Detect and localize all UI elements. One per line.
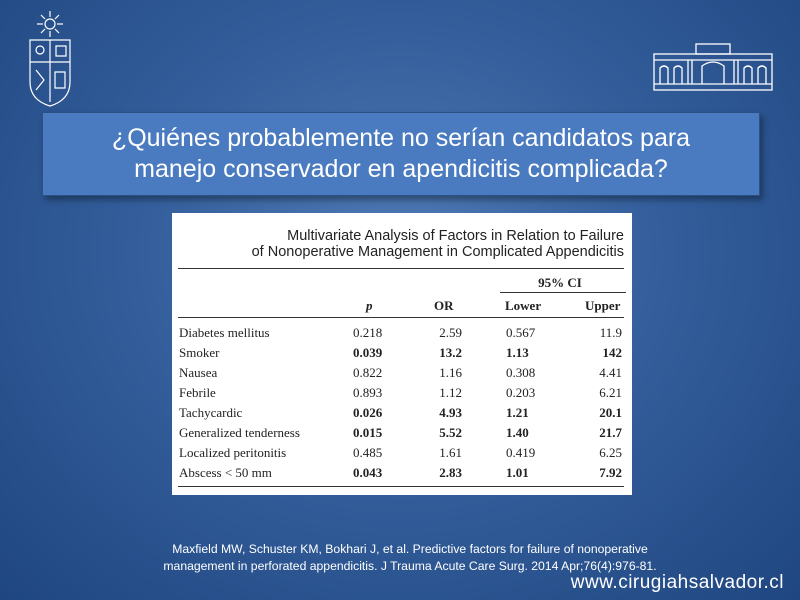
slide-title: ¿Quiénes probablemente no serían candida… <box>111 124 691 183</box>
cell-or: 4.93 <box>439 405 462 420</box>
cell-lower: 0.567 <box>506 325 536 340</box>
cell-p: 0.893 <box>353 385 383 400</box>
col-header-or: OR <box>434 298 454 313</box>
cell-upper: 20.1 <box>599 405 622 420</box>
row-label: Diabetes mellitus <box>179 325 270 340</box>
table-row: Abscess < 50 mm 0.043 2.83 1.01 7.92 <box>172 465 632 485</box>
website-url[interactable]: www.cirugiahsalvador.cl <box>570 572 784 593</box>
slide-title-box: ¿Quiénes probablemente no serían candida… <box>42 112 760 196</box>
cell-upper: 6.21 <box>599 385 622 400</box>
table-row: Tachycardic 0.026 4.93 1.21 20.1 <box>172 405 632 425</box>
table-row: Febrile 0.893 1.12 0.203 6.21 <box>172 385 632 405</box>
cell-p: 0.485 <box>353 445 383 460</box>
row-label: Abscess < 50 mm <box>179 465 272 480</box>
table-row: Nausea 0.822 1.16 0.308 4.41 <box>172 365 632 385</box>
table-header-rule <box>178 317 624 318</box>
row-label: Tachycardic <box>179 405 243 420</box>
cell-or: 2.83 <box>439 465 462 480</box>
cell-p: 0.026 <box>353 405 383 420</box>
cell-upper: 21.7 <box>599 425 622 440</box>
cell-upper: 7.92 <box>599 465 622 480</box>
cell-upper: 4.41 <box>599 365 622 380</box>
row-label: Smoker <box>179 345 220 360</box>
citation: Maxfield MW, Schuster KM, Bokhari J, et … <box>163 542 657 573</box>
results-table: Multivariate Analysis of Factors in Rela… <box>172 213 632 495</box>
table-bottom-rule <box>178 486 624 487</box>
table-top-rule <box>178 268 624 269</box>
table-row: Generalized tenderness 0.015 5.52 1.40 21.7 <box>172 425 632 445</box>
cell-upper: 11.9 <box>599 325 622 340</box>
table-row: Localized peritonitis 0.485 1.61 0.419 6.25 <box>172 445 632 465</box>
building-logo-icon <box>653 43 773 91</box>
ci-header: 95% CI <box>538 275 582 290</box>
table-row: Diabetes mellitus 0.218 2.59 0.567 11.9 <box>172 325 632 345</box>
row-label: Generalized tenderness <box>179 425 300 440</box>
cell-lower: 1.13 <box>506 345 529 360</box>
cell-lower: 1.40 <box>506 425 529 440</box>
cell-or: 1.61 <box>439 445 462 460</box>
cell-lower: 1.21 <box>506 405 529 420</box>
cell-p: 0.043 <box>353 465 383 480</box>
university-seal-icon <box>29 11 71 107</box>
cell-or: 2.59 <box>439 325 462 340</box>
col-header-p: p <box>366 298 373 313</box>
table-row: Smoker 0.039 13.2 1.13 142 <box>172 345 632 365</box>
cell-upper: 6.25 <box>599 445 622 460</box>
cell-p: 0.015 <box>353 425 383 440</box>
cell-or: 1.16 <box>439 365 462 380</box>
cell-or: 5.52 <box>439 425 462 440</box>
cell-p: 0.039 <box>353 345 383 360</box>
ci-rule <box>500 292 626 293</box>
cell-lower: 1.01 <box>506 465 529 480</box>
table-caption: Multivariate Analysis of Factors in Rela… <box>251 228 624 260</box>
cell-upper: 142 <box>602 345 623 360</box>
cell-lower: 0.203 <box>506 385 536 400</box>
cell-or: 13.2 <box>439 345 462 360</box>
col-header-lower: Lower <box>505 298 542 313</box>
cell-p: 0.218 <box>353 325 383 340</box>
cell-or: 1.12 <box>439 385 462 400</box>
cell-lower: 0.419 <box>506 445 536 460</box>
cell-lower: 0.308 <box>506 365 536 380</box>
row-label: Nausea <box>179 365 218 380</box>
row-label: Febrile <box>179 385 216 400</box>
row-label: Localized peritonitis <box>179 445 287 460</box>
cell-p: 0.822 <box>353 365 383 380</box>
col-header-upper: Upper <box>585 298 621 313</box>
